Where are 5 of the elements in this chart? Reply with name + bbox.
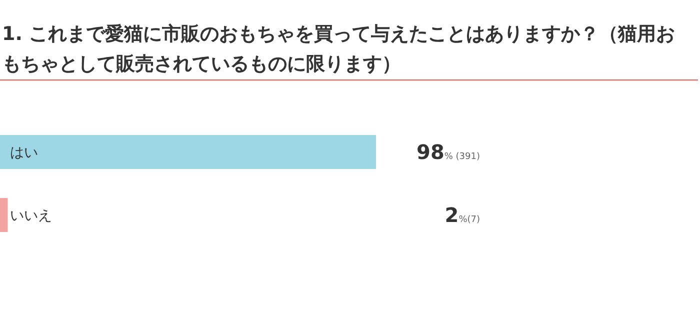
y-tick-label: はい bbox=[10, 145, 38, 161]
data-label: 98% (391) bbox=[416, 140, 480, 164]
y-tick-label: いいえ bbox=[10, 208, 52, 224]
data-label: 2%(7) bbox=[444, 203, 480, 227]
title: 1. これまで愛猫に市販のおもちゃを買って与えたことはありますか？（猫用おもちゃとして販売されているものに限ります） bbox=[2, 23, 676, 75]
